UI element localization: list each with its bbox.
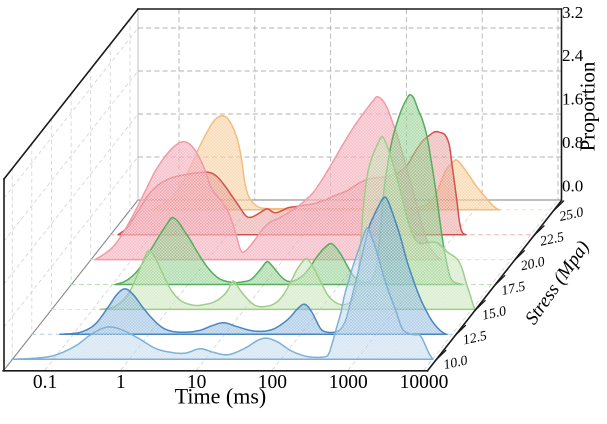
svg-text:1.6: 1.6 [562, 90, 583, 109]
svg-text:12.5: 12.5 [461, 328, 488, 348]
svg-text:20.0: 20.0 [519, 254, 546, 274]
svg-text:Time (ms): Time (ms) [175, 384, 266, 409]
svg-text:Proportion: Proportion [576, 61, 600, 151]
svg-text:0.0: 0.0 [562, 176, 583, 195]
svg-text:0.1: 0.1 [33, 372, 57, 393]
svg-text:10000: 10000 [400, 372, 449, 393]
svg-text:17.5: 17.5 [500, 278, 527, 298]
svg-text:25.0: 25.0 [558, 204, 585, 224]
svg-text:1000: 1000 [329, 372, 368, 393]
svg-text:0.8: 0.8 [562, 133, 583, 152]
svg-text:22.5: 22.5 [539, 229, 566, 249]
svg-text:10.0: 10.0 [442, 352, 469, 372]
svg-text:3.2: 3.2 [562, 3, 583, 22]
svg-text:10: 10 [187, 372, 207, 393]
svg-text:100: 100 [258, 372, 287, 393]
svg-text:15.0: 15.0 [481, 303, 508, 323]
svg-text:2.4: 2.4 [562, 46, 584, 65]
svg-text:1: 1 [116, 372, 126, 393]
